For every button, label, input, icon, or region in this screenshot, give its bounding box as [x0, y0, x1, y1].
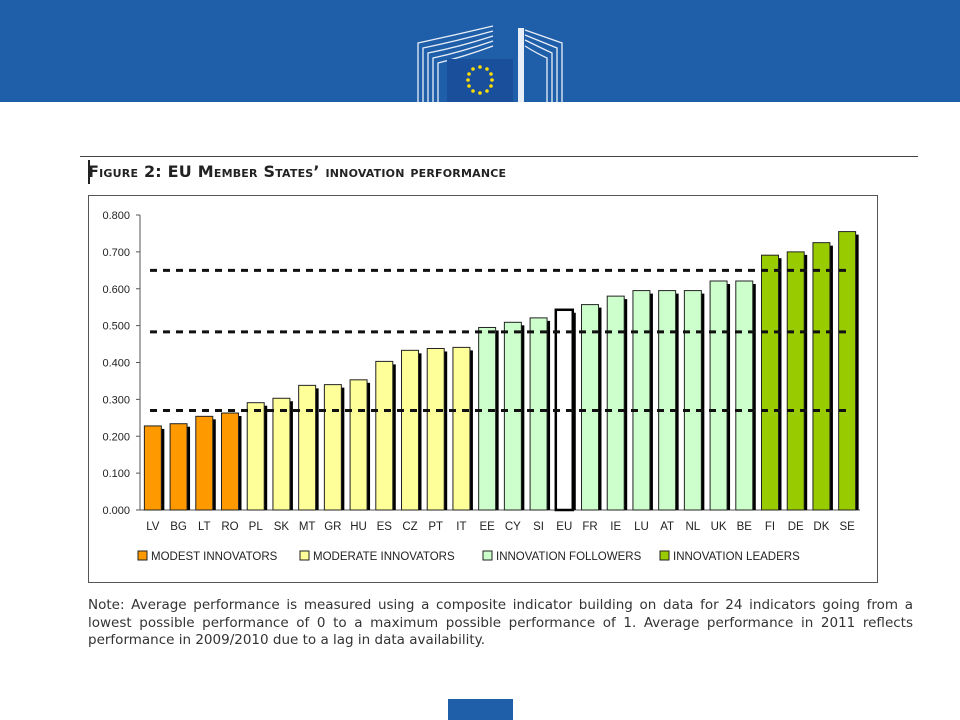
y-tick-label: 0.600 [102, 284, 130, 296]
bar-cy [503, 321, 522, 511]
x-tick-label: CZ [402, 521, 417, 533]
bar-dk [812, 242, 831, 511]
x-tick-label: UK [711, 521, 727, 533]
x-tick-label: DE [788, 521, 804, 533]
bar-ro [221, 412, 239, 511]
bar-fr [581, 304, 599, 511]
y-tick-label: 0.000 [102, 505, 130, 517]
x-tick-label: RO [221, 521, 238, 533]
bar-ie [606, 295, 625, 511]
legend-label-modest: MODEST INNOVATORS [151, 551, 278, 563]
x-tick-label: AT [660, 521, 674, 533]
bar-uk [709, 280, 728, 511]
x-tick-label: BG [170, 521, 187, 533]
y-tick-label: 0.100 [102, 468, 130, 480]
bar-ee [478, 326, 497, 511]
x-tick-label: IT [456, 521, 466, 533]
bar-at [658, 290, 677, 511]
legend-swatch-modest [137, 550, 148, 561]
x-tick-label: HU [350, 521, 367, 533]
bar-pt [426, 347, 445, 511]
x-tick-label: CY [505, 521, 521, 533]
bar-nl [683, 290, 702, 511]
figure-note: Note: Average performance is measured us… [88, 597, 913, 648]
bar-hu [349, 379, 368, 511]
bar-es [375, 360, 394, 511]
y-tick-label: 0.800 [102, 210, 130, 222]
x-tick-label: LT [198, 521, 211, 533]
bar-chart: 0.000 0.100 0.200 0.300 0.400 0.500 0.600 0.700… [102, 210, 860, 563]
bar-lu [632, 290, 651, 511]
bar-it [452, 346, 471, 511]
bar-sk [272, 397, 291, 511]
bar-bg [169, 423, 188, 511]
x-tick-label: EU [556, 521, 572, 533]
legend-label-moderate: MODERATE INNOVATORS [313, 551, 455, 563]
legend-label-follower: INNOVATION FOLLOWERS [496, 551, 642, 563]
x-tick-label: LV [146, 521, 160, 533]
x-tick-label: PT [428, 521, 443, 533]
x-tick-label: NL [686, 521, 701, 533]
european-commission-logo [417, 25, 563, 102]
figure-top-rule [80, 156, 918, 157]
bar-si [529, 317, 548, 511]
x-tick-label: IE [610, 521, 621, 533]
bar-pl [246, 402, 265, 511]
y-tick-label: 0.400 [102, 358, 130, 370]
figure-title: Figure 2: EU Member States’ innovation p… [88, 162, 507, 181]
bar-be [735, 280, 754, 511]
bar-de [786, 251, 805, 511]
bar-gr [323, 384, 342, 511]
x-tick-label: EE [479, 521, 495, 533]
x-tick-label: GR [324, 521, 341, 533]
bar-fi [761, 254, 779, 511]
bar-mt [298, 384, 317, 511]
x-tick-label: SE [839, 521, 855, 533]
y-tick-label: 0.300 [102, 394, 130, 406]
x-tick-label: BE [737, 521, 753, 533]
legend-swatch-leader [659, 550, 670, 561]
x-tick-label: LU [634, 521, 649, 533]
x-tick-label: FR [582, 521, 597, 533]
legend-swatch-moderate [299, 550, 310, 561]
y-tick-label: 0.700 [102, 247, 130, 259]
x-tick-label: DK [813, 521, 829, 533]
legend-label-leader: INNOVATION LEADERS [673, 551, 800, 563]
bar-cz [401, 349, 419, 511]
legend-swatch-follower [482, 550, 493, 561]
bar-se [838, 231, 857, 511]
x-tick-label: FI [765, 521, 775, 533]
y-tick-label: 0.200 [102, 431, 130, 443]
figure-title-marker [88, 160, 90, 184]
x-tick-label: SI [533, 521, 544, 533]
footer-flag-box [448, 699, 513, 720]
bar-lt [195, 415, 214, 511]
x-tick-label: MT [299, 521, 316, 533]
x-tick-label: SK [274, 521, 290, 533]
x-tick-label: PL [249, 521, 264, 533]
bar-lv [143, 425, 162, 511]
x-tick-label: ES [377, 521, 393, 533]
y-tick-label: 0.500 [102, 321, 130, 333]
